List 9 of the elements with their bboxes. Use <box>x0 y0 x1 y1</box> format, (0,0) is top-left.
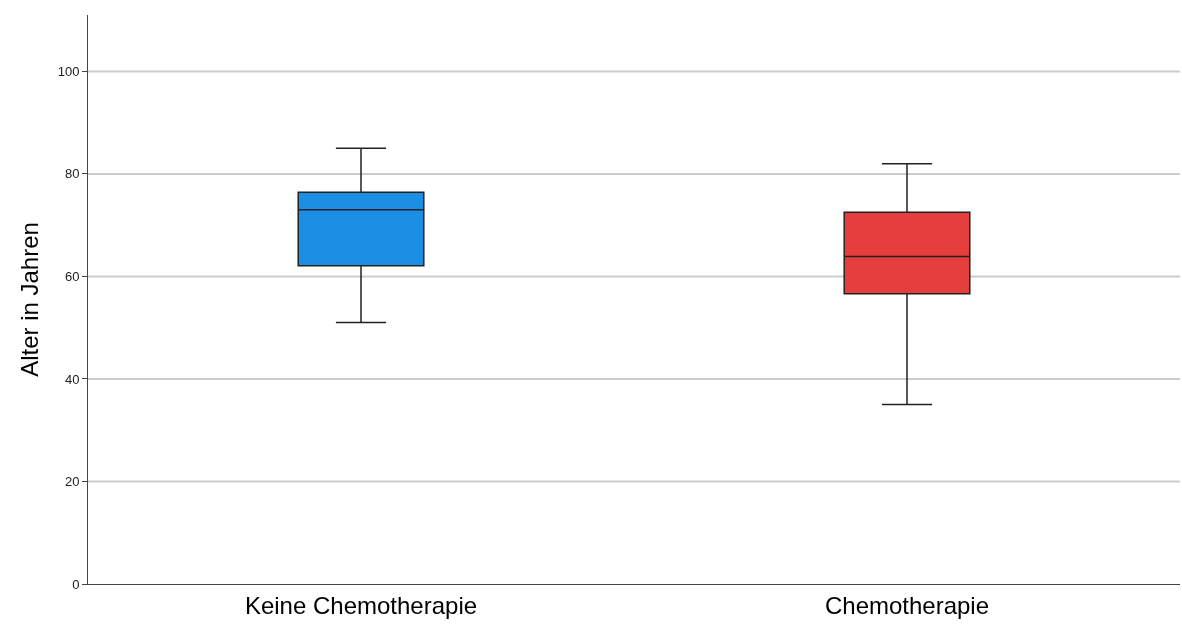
x-tick-label: Keine Chemotherapie <box>244 591 478 619</box>
y-tick-label: 0 <box>72 576 80 592</box>
y-tick-label: 80 <box>64 166 80 182</box>
x-tick-label: Chemotherapie <box>824 591 990 619</box>
y-tick-label: 100 <box>57 63 80 79</box>
y-tick-label: 60 <box>64 268 80 284</box>
y-tick-label: 20 <box>64 474 80 490</box>
y-tick-label: 40 <box>64 371 80 387</box>
y-axis-title: Alter in Jahren <box>15 222 43 377</box>
